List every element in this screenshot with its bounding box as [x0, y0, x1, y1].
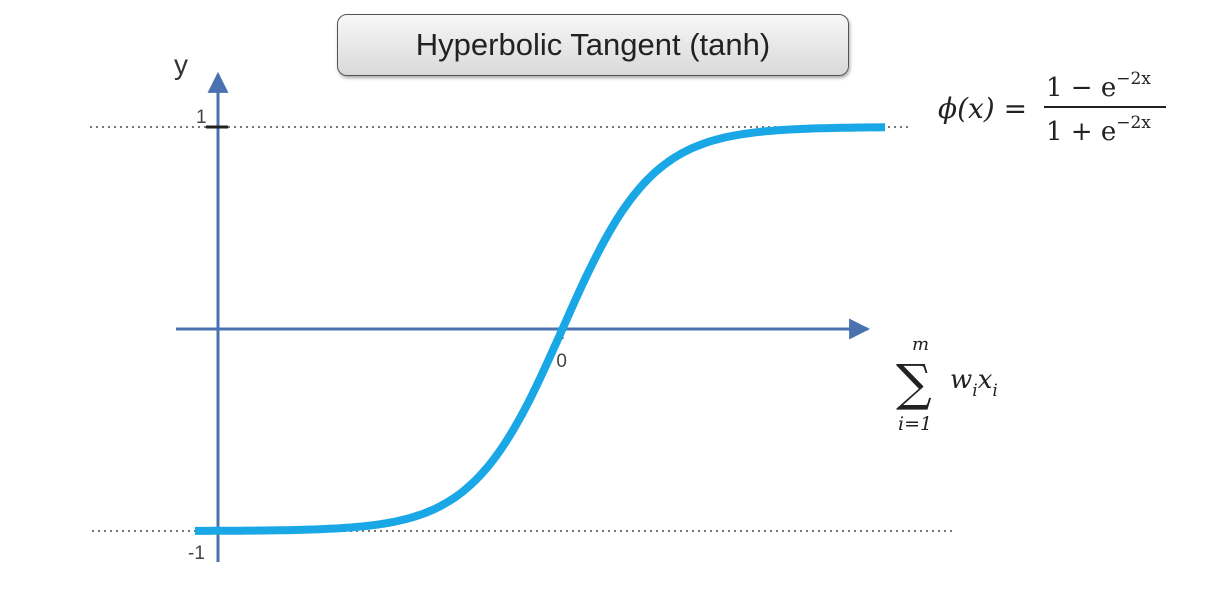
chart-title: Hyperbolic Tangent (tanh) — [337, 14, 849, 76]
formula-denominator-exp: −2x — [1116, 113, 1151, 133]
sum-term-w-sub: i — [972, 381, 977, 401]
x-axis-label: m ∑ i=1 wixi — [896, 334, 998, 435]
sum-term-w: w — [950, 365, 972, 395]
x-tick-label-0: 0 — [556, 351, 567, 372]
tanh-curve — [195, 123, 885, 535]
formula-numerator: 1 − e — [1046, 73, 1116, 103]
sum-symbol: ∑ — [896, 354, 932, 412]
sum-term-x-sub: i — [992, 381, 997, 401]
tanh-formula: ϕ(x) = 1 − e−2x 1 + e−2x — [938, 69, 1166, 147]
formula-lhs: ϕ(x) = — [938, 92, 1027, 125]
y-axis-label: y — [174, 49, 188, 80]
formula-denominator-line: 1 + e−2x — [1046, 113, 1151, 147]
formula-numerator-line: 1 − e−2x — [1046, 69, 1151, 103]
formula-numerator-exp: −2x — [1116, 69, 1151, 89]
y-tick-label-1: 1 — [196, 107, 207, 128]
sum-term: wixi — [950, 365, 998, 401]
y-tick-label-neg1: -1 — [188, 543, 205, 564]
sum-lower-limit: i=1 — [898, 413, 932, 435]
sum-upper-limit: m — [912, 334, 929, 355]
formula-denominator: 1 + e — [1046, 117, 1116, 147]
sum-term-x: x — [978, 365, 993, 395]
